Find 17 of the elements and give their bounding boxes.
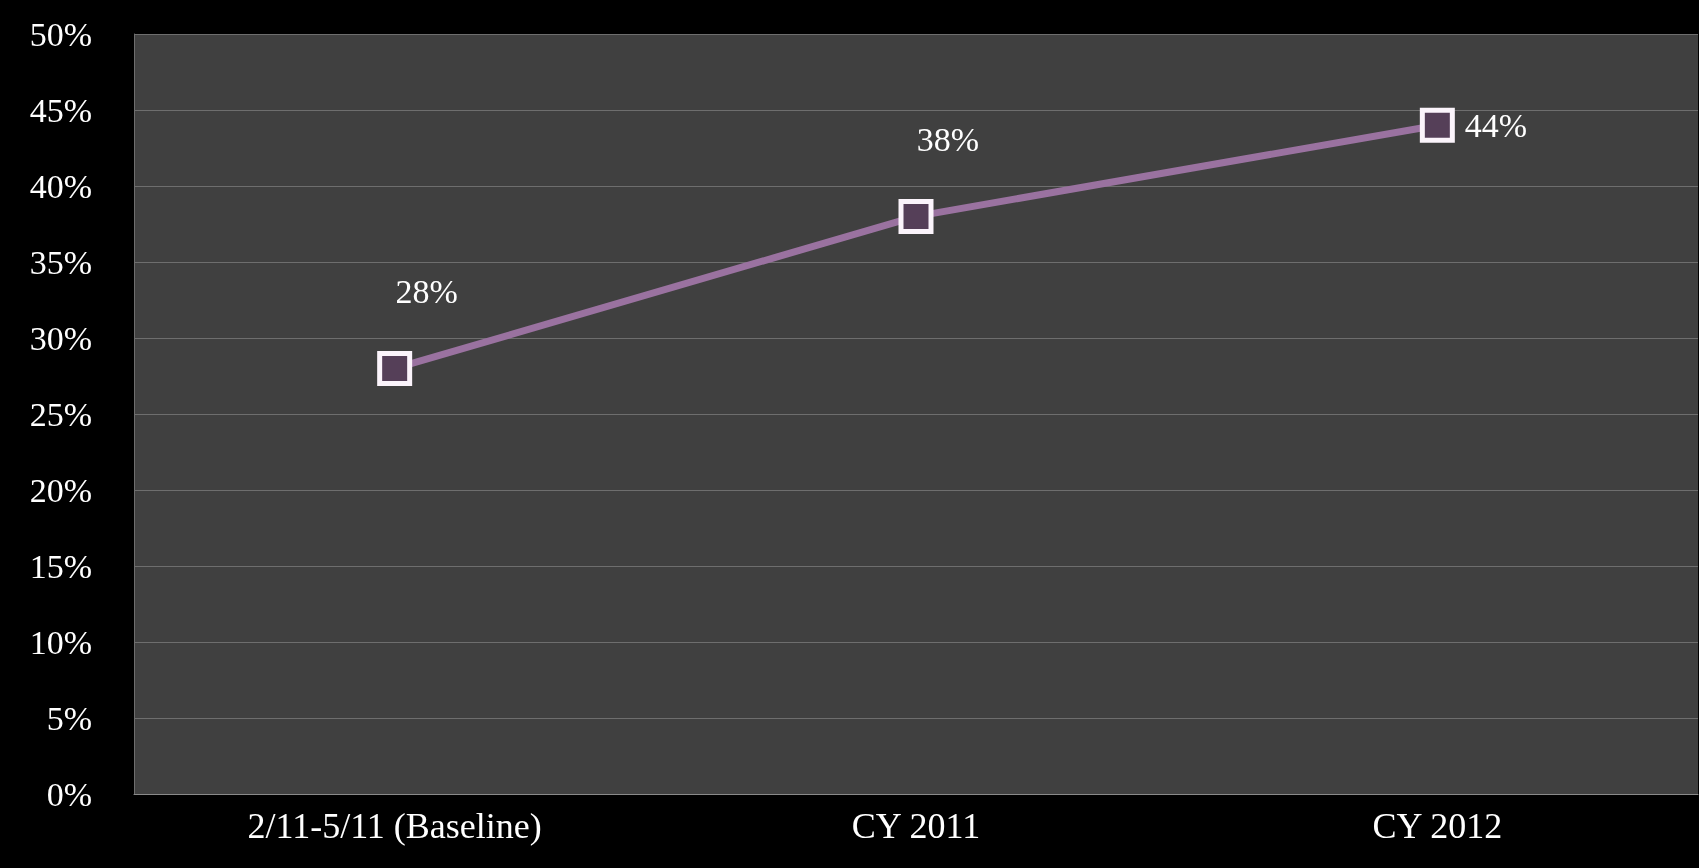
y-tick-label: 15% — [29, 547, 92, 585]
data-label: 44% — [1464, 106, 1528, 144]
y-tick-label: 10% — [29, 623, 92, 661]
y-tick-label: 20% — [29, 471, 92, 509]
x-tick-label: 2/11-5/11 (Baseline) — [247, 806, 542, 846]
y-tick-label: 35% — [29, 243, 92, 281]
y-tick-label: 40% — [29, 167, 92, 205]
data-label: 38% — [916, 121, 980, 159]
y-tick-label: 5% — [46, 699, 92, 737]
y-tick-label: 0% — [46, 775, 92, 813]
x-tick-label: CY 2011 — [851, 806, 981, 846]
y-tick-label: 25% — [29, 395, 92, 433]
data-label: 28% — [395, 273, 458, 311]
y-tick-label: 45% — [29, 91, 92, 129]
x-tick-label: CY 2012 — [1372, 806, 1503, 846]
y-tick-label: 30% — [29, 319, 92, 357]
y-tick-label: 50% — [29, 15, 92, 53]
